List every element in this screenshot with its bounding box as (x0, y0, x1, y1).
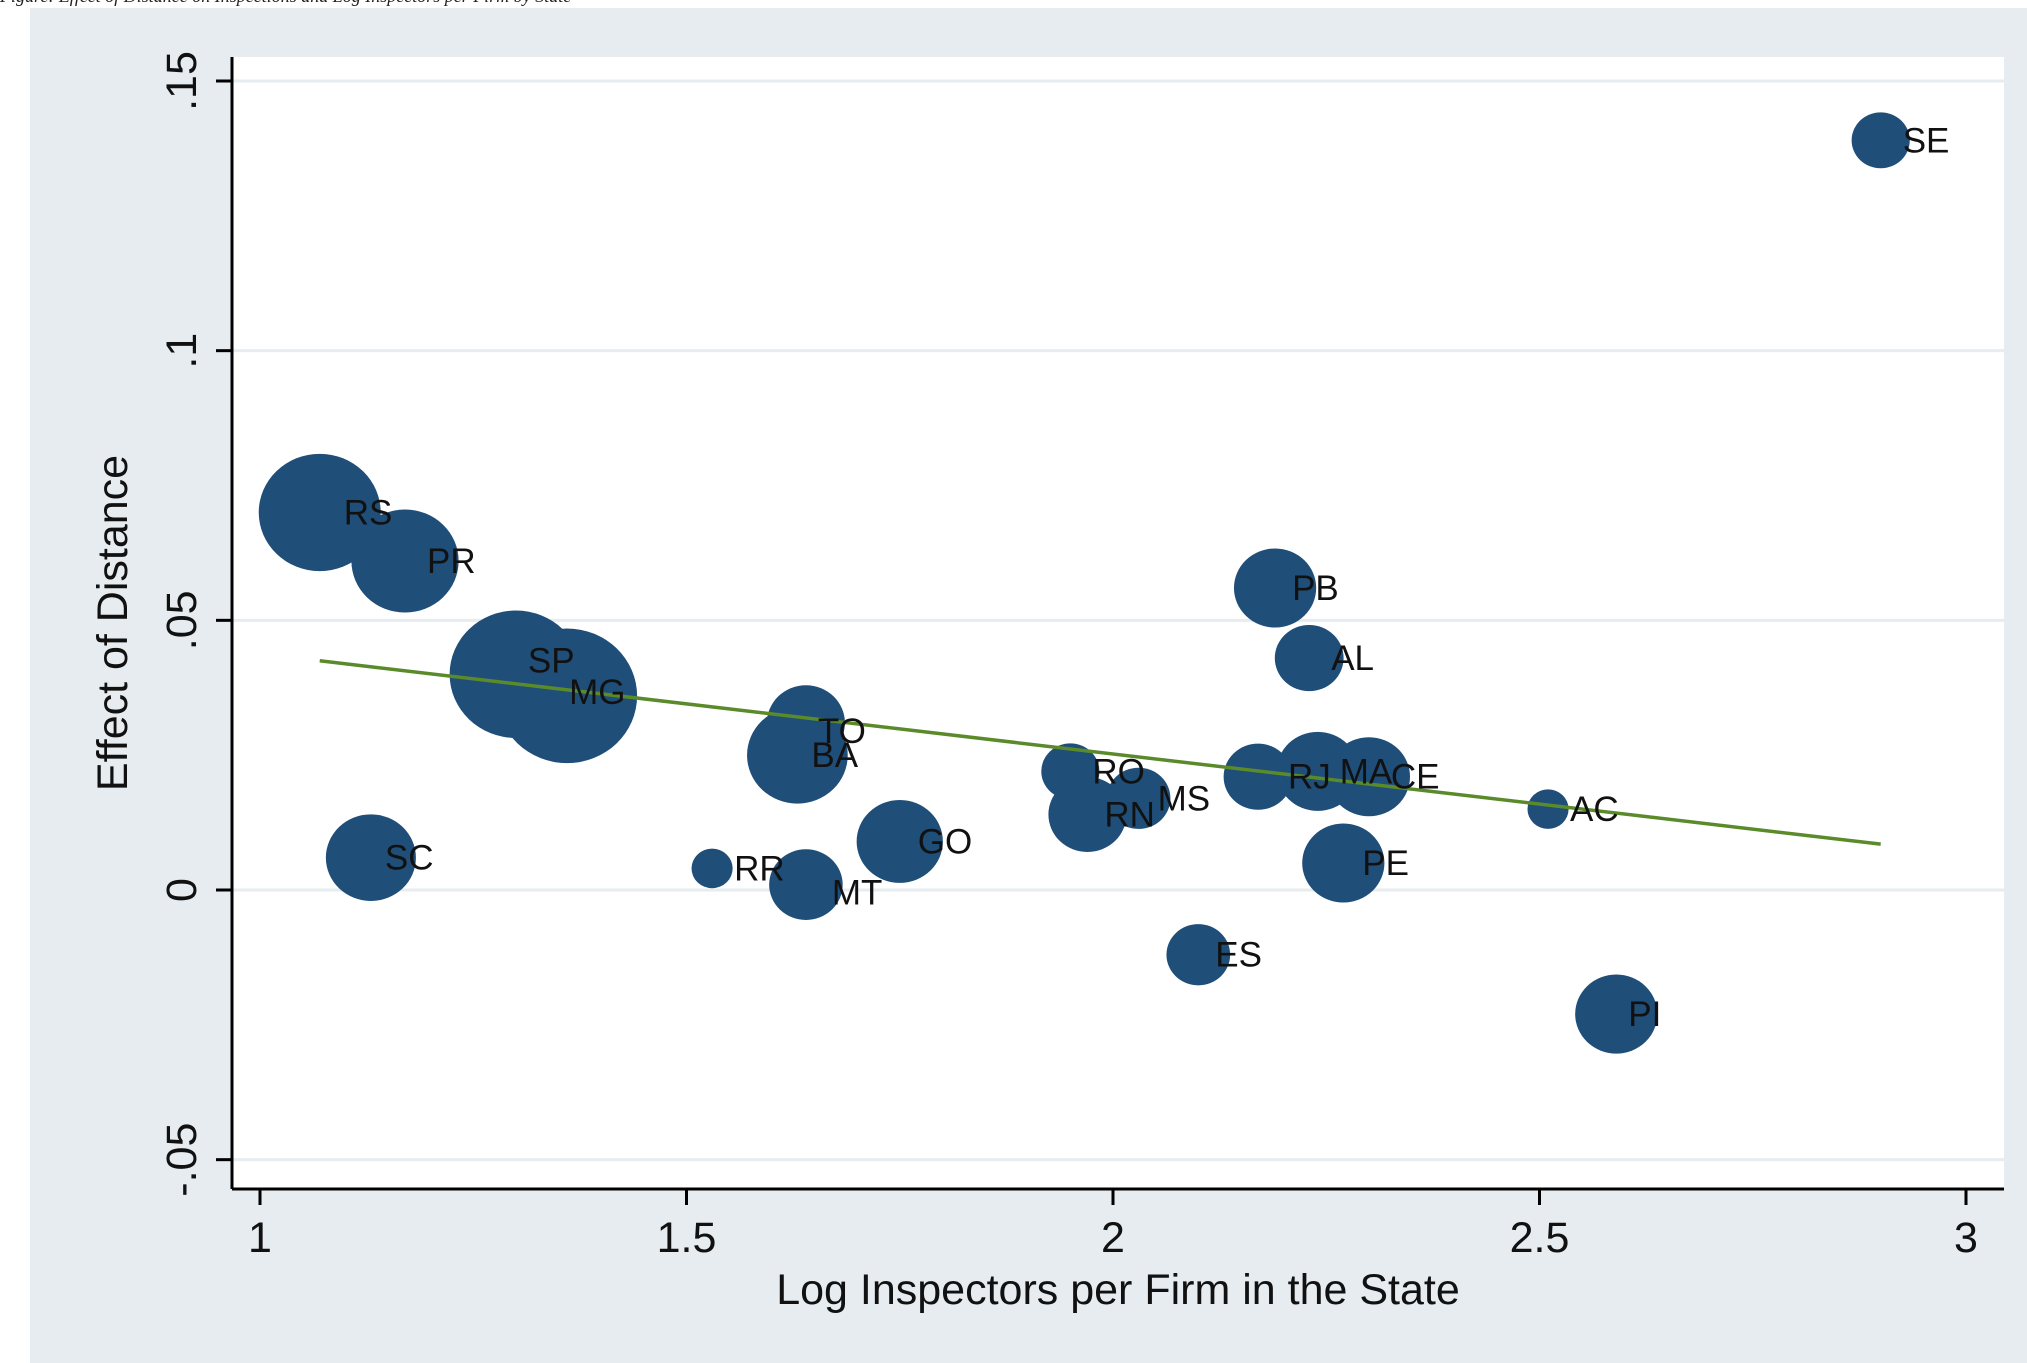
point-label-rs: RS (344, 493, 393, 532)
y-ticks: -.05 0 .05 .1 .15 (158, 51, 232, 1197)
x-tick-label: 2 (1101, 1214, 1125, 1262)
point-label-ce: CE (1391, 758, 1440, 797)
point-label-mt: MT (832, 874, 883, 913)
x-ticks: 1 1.5 2 2.5 3 (248, 1189, 1978, 1262)
data-point-pb (1233, 548, 1317, 628)
y-tick-label: .1 (158, 333, 206, 369)
x-axis-title: Log Inspectors per Firm in the State (776, 1266, 1460, 1314)
data-point-sc (325, 814, 416, 901)
point-label-ro: RO (1092, 752, 1145, 791)
data-point-mg (497, 628, 638, 764)
point-label-pe: PE (1362, 844, 1409, 883)
data-point-mt (769, 849, 843, 920)
x-tick-label: 2.5 (1510, 1214, 1570, 1262)
point-label-es: ES (1215, 936, 1262, 975)
x-tick-label: 3 (1954, 1214, 1978, 1262)
data-point-go (856, 800, 943, 883)
data-point-ac (1527, 789, 1569, 829)
point-label-pr: PR (427, 542, 476, 581)
fit-line (319, 659, 1881, 846)
x-tick-label: 1.5 (657, 1214, 717, 1262)
point-label-go: GO (918, 822, 972, 861)
point-label-pb: PB (1292, 569, 1339, 608)
data-points (258, 112, 1910, 1054)
data-point-pe (1302, 823, 1385, 903)
point-label-rr: RR (734, 849, 785, 888)
point-label-sp: SP (528, 641, 575, 680)
data-point-rr (691, 848, 733, 889)
y-axis-title: Effect of Distance (89, 455, 137, 791)
data-point-es (1166, 924, 1231, 986)
point-label-rn: RN (1104, 795, 1155, 834)
point-label-ma: MA (1340, 752, 1393, 791)
point-label-ms: MS (1158, 779, 1211, 818)
point-label-pi: PI (1628, 995, 1661, 1034)
y-tick-label: 0 (158, 878, 206, 902)
point-label-al: AL (1331, 639, 1374, 678)
y-tick-label: .15 (158, 51, 206, 111)
point-label-sc: SC (385, 839, 434, 878)
data-point-se (1851, 112, 1910, 169)
data-point-rs (258, 453, 381, 572)
data-point-ce (1327, 737, 1411, 817)
point-label-mg: MG (569, 673, 625, 712)
x-tick-label: 1 (248, 1214, 272, 1262)
point-label-rj: RJ (1288, 758, 1331, 797)
point-label-ac: AC (1570, 790, 1619, 829)
data-point-ms (1106, 767, 1171, 829)
figure-caption: Figure: Effect of Distance on Inspection… (0, 0, 1400, 8)
data-point-rj (1223, 743, 1293, 810)
data-point-pi (1575, 974, 1658, 1054)
data-point-ba (747, 706, 848, 804)
point-label-se: SE (1903, 121, 1950, 160)
data-point-al (1274, 625, 1344, 692)
y-tick-label: -.05 (158, 1123, 206, 1197)
point-label-to: TO (818, 712, 866, 751)
data-point-pr (351, 509, 459, 613)
y-tick-label: .05 (158, 590, 206, 650)
point-label-ba: BA (811, 736, 858, 775)
